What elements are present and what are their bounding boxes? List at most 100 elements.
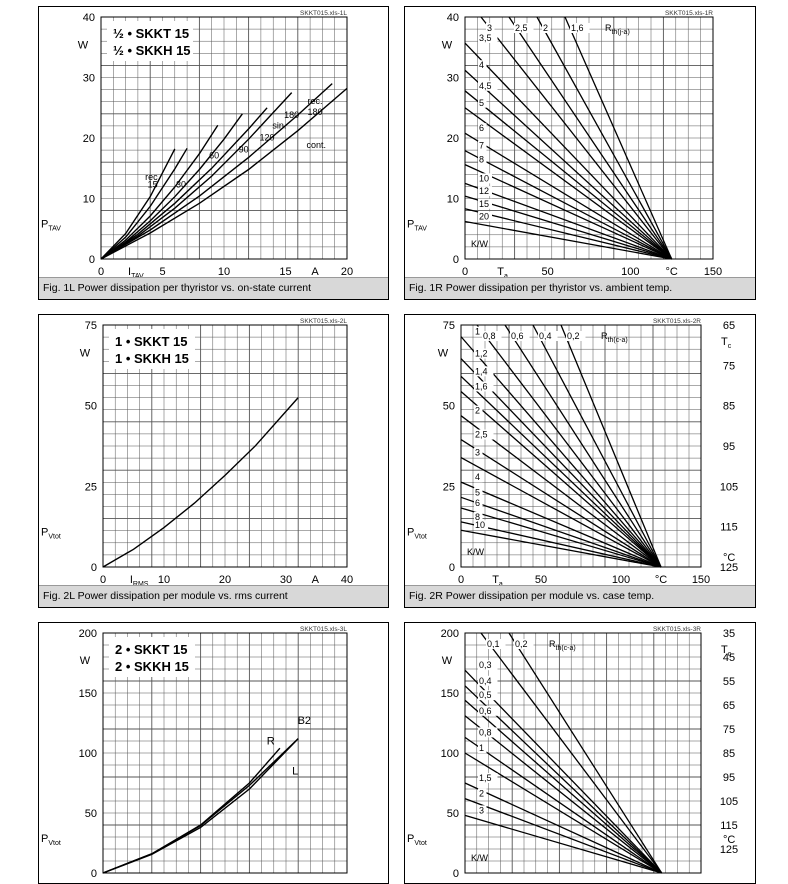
rth-label: 4,5 — [479, 81, 492, 91]
right-tick-label: 115 — [720, 522, 738, 534]
y-axis-label: PVtot — [407, 833, 427, 847]
right-tick-label: 125 — [720, 562, 738, 574]
curve-annotation: sin. — [272, 120, 286, 130]
y-tick-label: 20 — [447, 133, 459, 145]
caption-2L: Fig. 2L Power dissipation per module vs.… — [39, 585, 388, 607]
file-label: SKKT015.xls-3L — [300, 626, 347, 633]
rth-line — [464, 736, 663, 874]
x-tick-label: 30 — [280, 574, 292, 586]
right-axis-label: Tc — [721, 336, 732, 350]
x-unit: A — [312, 574, 320, 586]
rth-label: 0,2 — [567, 331, 580, 341]
rth-label: 2 — [475, 406, 480, 416]
rth-label-bg — [566, 331, 586, 341]
y-tick-label: 100 — [79, 748, 97, 760]
series-line — [100, 92, 293, 260]
rth-label-bg — [478, 154, 487, 165]
rth-label-bg — [478, 211, 492, 222]
series-line — [102, 397, 299, 568]
rth-label-bg — [474, 487, 483, 498]
series-line — [102, 747, 281, 874]
rth-line — [460, 457, 662, 568]
rth-label-bg — [478, 660, 498, 671]
rth-param-label: Rth(c-a) — [549, 639, 576, 652]
y-tick-label: 150 — [441, 688, 459, 700]
caption-2R: Fig. 2R Power dissipation per module vs.… — [405, 585, 755, 607]
y-tick-label: 25 — [85, 481, 97, 493]
curve-annotation: L — [292, 766, 298, 778]
title-box — [109, 329, 195, 369]
rth-label: 2,5 — [475, 430, 488, 440]
rth-label: 1,4 — [475, 366, 488, 376]
x-tick-label: 0 — [100, 574, 106, 586]
y-tick-label: 30 — [83, 73, 95, 85]
rth-label-bg — [478, 773, 498, 783]
curve-annotation: R — [267, 736, 275, 748]
x-tick-label: 150 — [704, 266, 722, 278]
x-tick-label: 0 — [98, 266, 104, 278]
rth-label: 0,5 — [479, 690, 492, 700]
series-line — [100, 147, 188, 260]
rth-unit: K/W — [471, 239, 489, 249]
y-tick-label: 0 — [91, 562, 97, 574]
rth-label-bg — [478, 675, 498, 686]
rth-line — [480, 16, 673, 260]
x-tick-label: 100 — [621, 266, 639, 278]
chart-svg-1L: SKKT015.xls-1L 0 10 20 30 40 0 5 10 15 20 W PTAV ITAV… — [41, 10, 353, 280]
y-axis-label: PTAV — [407, 219, 427, 233]
rth-label: 4 — [479, 60, 484, 70]
x-tick-label: 15 — [279, 266, 291, 278]
rth-label: 1,6 — [475, 381, 488, 391]
plot-frame — [102, 324, 348, 568]
right-axis-label: Tc — [721, 644, 732, 658]
rth-label: 2,5 — [515, 23, 528, 33]
y-tick-label: 40 — [83, 12, 95, 24]
right-axis-unit: °C — [723, 834, 735, 846]
rth-line — [464, 814, 662, 874]
x-tick-label: 0 — [462, 266, 468, 278]
rth-line — [464, 782, 662, 874]
y-axis-label: PTAV — [41, 219, 61, 233]
rth-line — [464, 42, 673, 260]
rth-label: 1,6 — [571, 23, 584, 33]
y-tick-label: 150 — [79, 688, 97, 700]
rth-line — [460, 336, 662, 568]
rth-param-label: Rth(j-a) — [605, 23, 630, 36]
y-unit: W — [80, 655, 91, 667]
chart-title-line: 1 • SKKH 15 — [115, 351, 189, 366]
rth-line — [464, 220, 672, 260]
rth-label: 5 — [475, 487, 480, 497]
chart-title-line: 2 • SKKH 15 — [115, 659, 189, 674]
rth-label: 3,5 — [479, 33, 492, 43]
x-axis-label: Ta — [497, 266, 508, 280]
y-axis-label: PVtot — [41, 527, 61, 541]
x-tick-label: 50 — [542, 266, 554, 278]
x-unit: °C — [655, 574, 667, 586]
series-line — [100, 148, 176, 260]
rth-label: 1 — [479, 743, 484, 753]
right-tick-label: 65 — [723, 320, 735, 332]
rth-label: 0,4 — [539, 331, 552, 341]
x-tick-label: 150 — [692, 574, 710, 586]
y-unit: W — [78, 39, 89, 51]
rth-line — [464, 182, 672, 260]
rth-label-bg — [478, 80, 498, 91]
file-label: SKKT015.xls-2R — [653, 318, 701, 325]
rth-label-bg — [474, 447, 483, 458]
rth-line — [464, 69, 673, 260]
rth-line — [476, 324, 662, 568]
rth-line — [464, 797, 662, 874]
rth-label: 0,8 — [483, 331, 496, 341]
rth-label-bg — [478, 33, 498, 44]
rth-label-bg — [482, 331, 502, 341]
rth-label-bg — [478, 788, 487, 799]
x-tick-label: 20 — [219, 574, 231, 586]
rth-label-bg — [542, 23, 551, 33]
y-tick-label: 25 — [443, 481, 455, 493]
x-tick-label: 0 — [458, 574, 464, 586]
rth-line — [508, 16, 673, 260]
rth-label-bg — [474, 497, 483, 508]
rth-label: 15 — [479, 199, 489, 209]
rth-label-bg — [478, 198, 492, 209]
rth-line — [460, 529, 662, 568]
